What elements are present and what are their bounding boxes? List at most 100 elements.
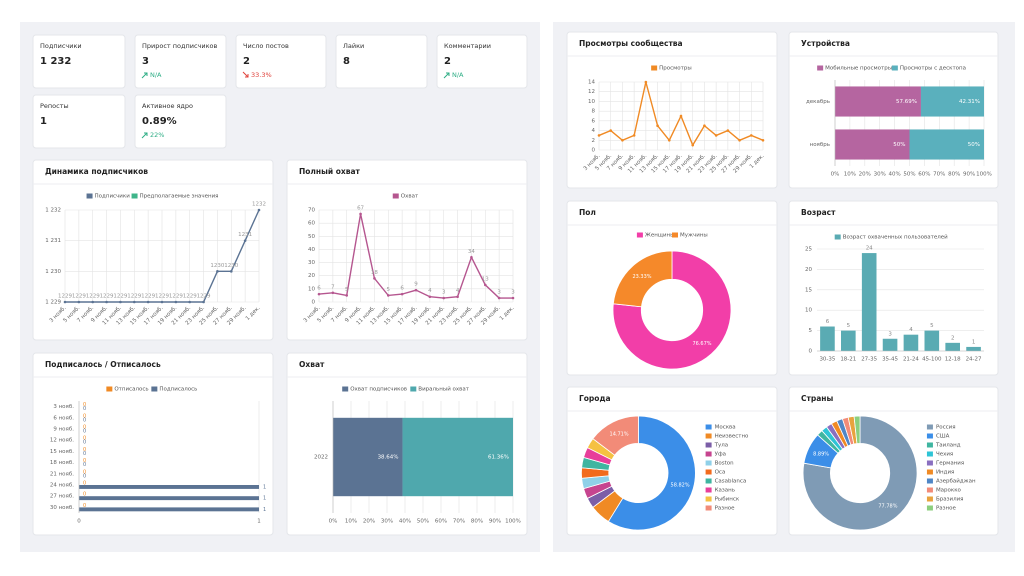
- bar: [945, 342, 960, 351]
- y-tick-label: 40: [308, 247, 315, 253]
- y-tick-label: 15 нояб.: [50, 449, 74, 455]
- value-label: 3: [442, 290, 446, 296]
- bar: [882, 338, 898, 351]
- value-label: 1229: [155, 294, 169, 300]
- legend-label: Отписалось: [114, 387, 148, 393]
- value-label: 2: [951, 335, 955, 341]
- legend-label: Охват: [401, 194, 419, 200]
- legend-swatch: [86, 193, 93, 199]
- value-label: 5: [847, 323, 851, 329]
- x-tick-label: 10%: [345, 519, 357, 525]
- legend-swatch: [926, 424, 933, 430]
- value-label: 0: [83, 469, 86, 475]
- point: [216, 270, 219, 273]
- y-tick-label: 12 нояб.: [50, 438, 74, 444]
- value-label: 57.69%: [896, 99, 917, 105]
- value-label: 6: [826, 319, 830, 325]
- value-label: 7: [331, 284, 335, 290]
- value-label: 0: [83, 428, 86, 434]
- legend-swatch: [131, 193, 138, 199]
- legend-label: Неизвестно: [715, 434, 749, 440]
- value-label: 8.89%: [813, 452, 829, 458]
- legend-label: Россия: [936, 425, 956, 431]
- value-label: 1229: [183, 294, 197, 300]
- y-tick-label: 24 нояб.: [50, 483, 74, 489]
- value-label: 13: [482, 276, 489, 282]
- point: [632, 134, 636, 137]
- value-label: 1229: [100, 294, 114, 300]
- bar: [79, 507, 259, 512]
- legend-swatch: [926, 451, 933, 457]
- y-tick-label: 25: [805, 247, 812, 253]
- y-tick-label: 1 231: [45, 238, 61, 244]
- y-tick-label: 4: [592, 128, 596, 134]
- value-label: 1229: [86, 294, 100, 300]
- value-label: 0: [83, 492, 86, 498]
- stat-card: [235, 34, 327, 89]
- legend-label: Тула: [714, 443, 729, 449]
- value-label: 1229: [197, 294, 211, 300]
- legend-label: Boston: [715, 461, 735, 467]
- point: [679, 114, 683, 118]
- legend-label: Просмотры с десктопа: [900, 66, 966, 72]
- y-tick-label: 14: [588, 80, 595, 86]
- value-label: 0: [83, 436, 86, 442]
- x-tick-label: 1: [257, 519, 261, 525]
- value-label: 4: [909, 327, 913, 333]
- point: [442, 296, 446, 300]
- stat-value: 0.89%: [142, 116, 177, 127]
- stat-value: 1 232: [40, 56, 71, 67]
- legend-swatch: [672, 232, 678, 238]
- value-label: 1: [263, 496, 266, 502]
- legend-label: Разное: [715, 506, 736, 512]
- y-tick-label: 0: [809, 349, 813, 355]
- legend-label: Казань: [715, 488, 735, 494]
- legend-swatch: [705, 469, 712, 475]
- legend-swatch: [705, 505, 712, 511]
- bar: [402, 417, 513, 497]
- y-tick-label: 1 229: [45, 300, 61, 306]
- legend-swatch: [151, 386, 158, 392]
- value-label: 9: [414, 282, 418, 288]
- slice: [802, 415, 918, 531]
- y-tick-label: 6: [592, 118, 596, 124]
- stat-card: [335, 34, 428, 89]
- y-tick-label: декабрь: [806, 99, 830, 105]
- legend-swatch: [926, 487, 933, 493]
- x-tick-label: 45-100: [922, 357, 942, 363]
- legend-label: Рыбинск: [715, 497, 740, 503]
- stat-label: Лайки: [343, 42, 364, 50]
- value-label: 50%: [893, 142, 905, 148]
- y-tick-label: 0: [312, 300, 316, 306]
- legend-label: Просмотры: [659, 66, 692, 72]
- bar: [820, 326, 835, 351]
- point: [749, 134, 753, 137]
- x-tick-label: 80%: [471, 519, 483, 525]
- x-tick-label: 24-27: [966, 357, 982, 363]
- y-tick-label: 9 нояб.: [53, 427, 74, 433]
- x-tick-label: 30%: [381, 519, 393, 525]
- chart-title: Подписалось / Отписалось: [45, 360, 161, 369]
- legend-swatch: [705, 496, 712, 502]
- point: [456, 295, 459, 299]
- legend-label: Бразилия: [936, 497, 964, 503]
- value-label: 77.78%: [878, 504, 897, 510]
- y-tick-label: 2022: [314, 455, 328, 461]
- bar: [909, 129, 984, 160]
- chart-card: [566, 31, 778, 189]
- value-label: 0: [83, 451, 86, 457]
- legend-swatch: [817, 65, 824, 71]
- x-tick-label: 50%: [903, 172, 915, 178]
- value-label: 5: [345, 287, 349, 293]
- stat-delta: N/A: [150, 71, 162, 79]
- value-label: 14.71%: [610, 432, 629, 438]
- y-tick-label: 2: [592, 138, 596, 144]
- value-label: 1229: [113, 294, 127, 300]
- point: [119, 300, 122, 304]
- x-tick-label: 20%: [363, 519, 375, 525]
- trend-arrow: [242, 71, 249, 78]
- stat-label: Число постов: [243, 42, 289, 50]
- point: [726, 129, 730, 132]
- value-label: 50%: [968, 142, 980, 148]
